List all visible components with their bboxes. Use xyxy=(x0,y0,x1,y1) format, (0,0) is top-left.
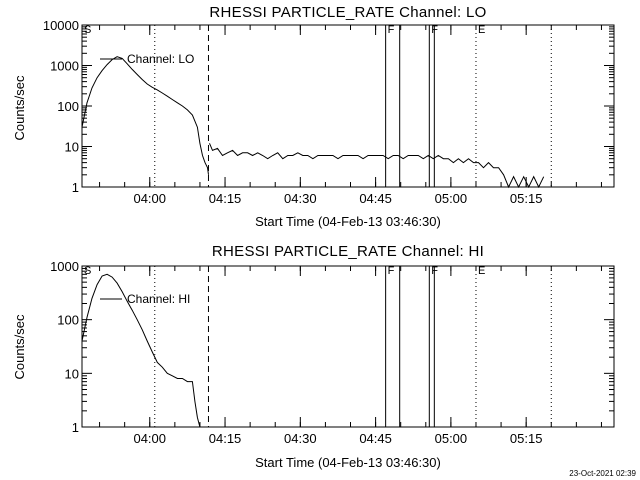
x-axis-label: Start Time (04-Feb-13 03:46:30) xyxy=(255,214,441,229)
x-tick-label: 04:45 xyxy=(359,191,392,206)
y-axis-label: Counts/sec xyxy=(12,75,27,141)
chart-title: RHESSI PARTICLE_RATE Channel: LO xyxy=(209,4,486,21)
x-tick-label: 05:15 xyxy=(510,191,543,206)
event-marker-label: E xyxy=(478,265,485,277)
event-marker-label: S xyxy=(84,265,91,277)
y-tick-label: 100 xyxy=(57,313,79,328)
y-tick-label: 1000 xyxy=(50,59,79,74)
x-tick-label: 04:45 xyxy=(359,431,392,446)
y-tick-label: 1 xyxy=(72,180,79,195)
plot-frame xyxy=(81,265,615,428)
legend-label: Channel: LO xyxy=(127,52,194,66)
x-axis-label: Start Time (04-Feb-13 03:46:30) xyxy=(255,455,441,470)
y-tick-label: 10 xyxy=(65,140,79,155)
x-tick-label: 04:30 xyxy=(284,431,317,446)
event-marker-label: F xyxy=(388,24,395,36)
series-line xyxy=(81,273,201,428)
y-tick-label: 1000 xyxy=(50,259,79,274)
legend-label: Channel: HI xyxy=(127,292,190,306)
event-marker-label: F xyxy=(388,265,395,277)
footer-timestamp: 23-Oct-2021 02:39 xyxy=(569,469,636,478)
event-marker-label: E xyxy=(478,24,485,36)
x-tick-label: 04:15 xyxy=(209,431,242,446)
y-tick-label: 100 xyxy=(57,99,79,114)
panel-lo: RHESSI PARTICLE_RATE Channel: LO Start T… xyxy=(12,4,615,229)
x-tick-label: 05:15 xyxy=(510,431,543,446)
x-tick-label: 05:00 xyxy=(435,431,468,446)
chart-title: RHESSI PARTICLE_RATE Channel: HI xyxy=(212,243,484,260)
plot-frame xyxy=(81,24,615,188)
series-line xyxy=(81,56,209,175)
series-line xyxy=(209,143,545,189)
x-tick-label: 04:30 xyxy=(284,191,317,206)
x-tick-label: 04:15 xyxy=(209,191,242,206)
x-tick-label: 04:00 xyxy=(133,191,166,206)
event-marker-label: S xyxy=(84,24,91,36)
y-tick-label: 10 xyxy=(65,366,79,381)
y-tick-label: 10000 xyxy=(43,18,79,33)
y-tick-label: 1 xyxy=(72,420,79,435)
y-axis-label: Counts/sec xyxy=(12,314,27,380)
x-tick-label: 04:00 xyxy=(133,431,166,446)
panel-hi: RHESSI PARTICLE_RATE Channel: HI Start T… xyxy=(12,243,615,470)
x-tick-label: 05:00 xyxy=(435,191,468,206)
